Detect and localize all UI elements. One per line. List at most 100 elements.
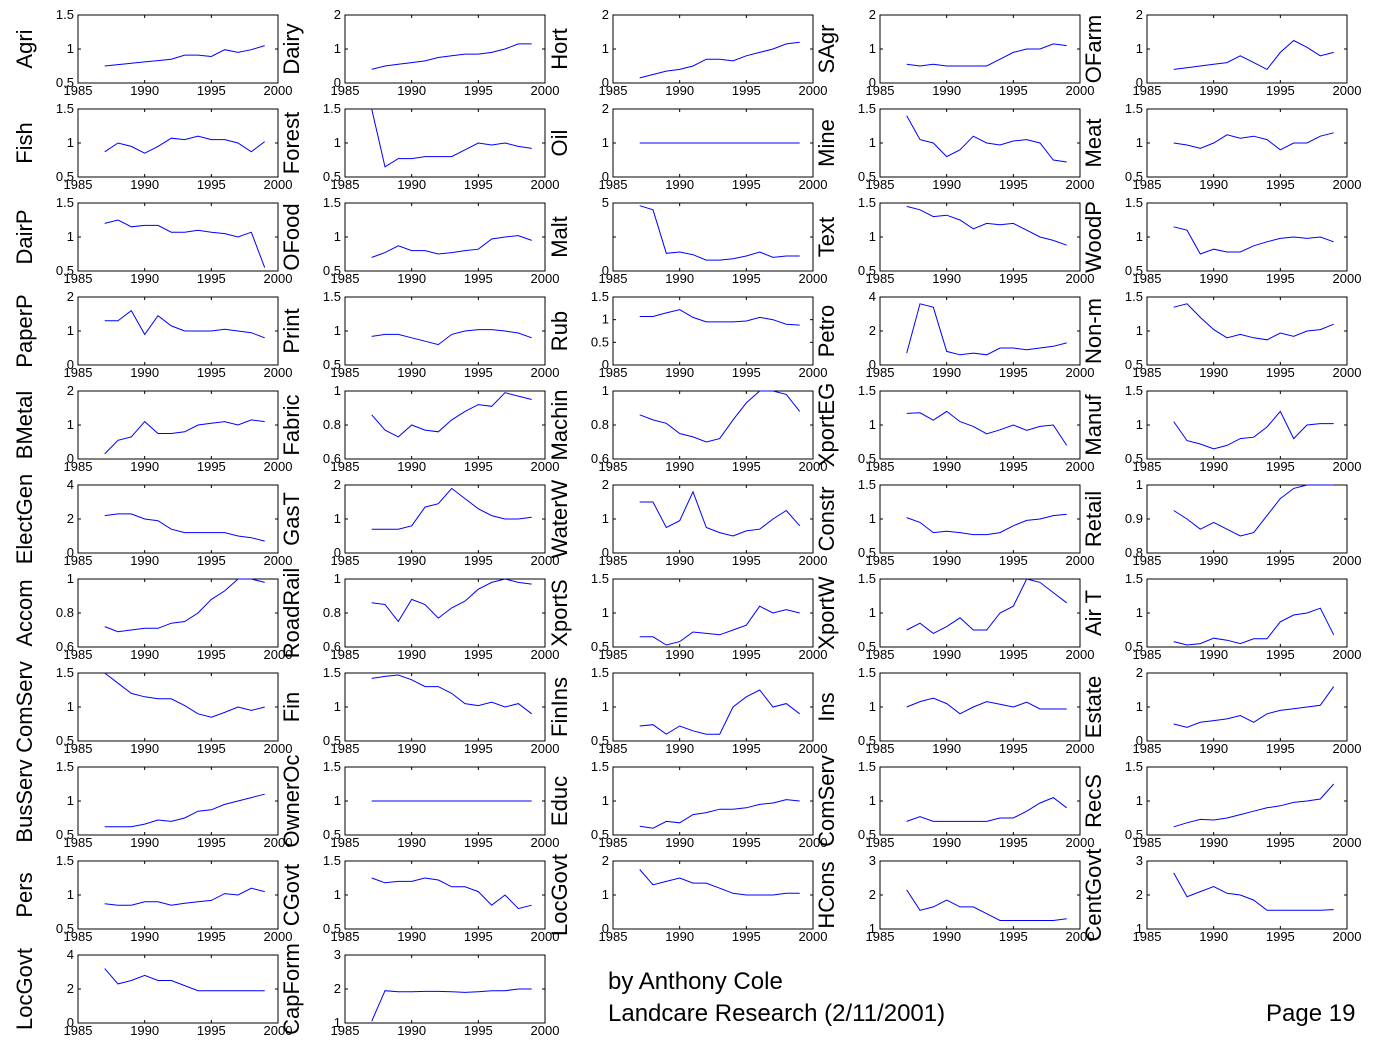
panel-46: 1985 1990 1995 2000 0.5 1 1.5 Pers [12, 853, 292, 944]
series-line [104, 793, 265, 828]
axes-box [344, 296, 546, 366]
x-tick-label: 1985 [866, 553, 895, 568]
panel-7: 1985 1990 1995 2000 0.5 1 1.5 Forest [279, 101, 559, 192]
x-tick-label: 2000 [1066, 741, 1095, 756]
axes-box [879, 766, 1081, 836]
x-tick-label: 1990 [932, 459, 961, 474]
x-tick-label: 2000 [1333, 647, 1362, 662]
x-tick-label: 2000 [799, 459, 828, 474]
x-tick-label: 1995 [999, 553, 1028, 568]
series-line [1173, 607, 1335, 646]
y-tick-label: 0 [67, 1015, 74, 1030]
y-tick-label: 0.8 [323, 605, 341, 620]
x-tick-label: 1990 [397, 459, 426, 474]
axes-box [1146, 578, 1348, 648]
x-tick-label: 2000 [264, 835, 293, 850]
panel-20: 1985 1990 1995 2000 0.5 1 1.5 Non-m [1081, 289, 1361, 380]
y-tick-label: 0.5 [1125, 451, 1143, 466]
x-tick-label: 1985 [599, 271, 628, 286]
y-tick-label: 1.5 [591, 571, 609, 586]
panel-25: 1985 1990 1995 2000 0.5 1 1.5 Manuf [1081, 383, 1361, 474]
y-tick-label: 2 [334, 7, 341, 22]
x-tick-label: 1985 [599, 365, 628, 380]
x-tick-label: 1990 [665, 177, 694, 192]
axes-box [612, 766, 814, 836]
x-tick-label: 1985 [599, 177, 628, 192]
x-tick-label: 1990 [1199, 647, 1228, 662]
axes-box [77, 766, 279, 836]
axes-box [612, 390, 814, 460]
y-tick-label: 0.5 [591, 733, 609, 748]
panel-29: 1985 1990 1995 2000 0.5 1 1.5 Constr [814, 477, 1094, 568]
x-tick-label: 1995 [197, 271, 226, 286]
panel-28: 1985 1990 1995 2000 0 1 2 WaterW [547, 477, 827, 568]
y-axis-label: DairP [12, 209, 37, 264]
x-tick-label: 1990 [130, 835, 159, 850]
y-tick-label: 1 [67, 699, 74, 714]
panel-37: 1985 1990 1995 2000 0.5 1 1.5 Fin [279, 665, 559, 756]
y-tick-label: 3 [334, 947, 341, 962]
x-tick-label: 1995 [197, 553, 226, 568]
x-tick-label: 1985 [331, 835, 360, 850]
y-axis-label: WoodP [1081, 201, 1106, 273]
x-tick-label: 1990 [665, 741, 694, 756]
panel-12: 1985 1990 1995 2000 0.5 1 1.5 OFood [279, 195, 559, 286]
series-line [104, 309, 265, 339]
x-tick-label: 1985 [64, 929, 93, 944]
panel-8: 1985 1990 1995 2000 0 1 2 Oil [547, 101, 827, 192]
x-tick-label: 1995 [999, 647, 1028, 662]
x-tick-label: 1990 [1199, 83, 1228, 98]
y-axis-label: FinIns [547, 677, 572, 737]
x-tick-label: 1995 [464, 1023, 493, 1038]
axes-box [612, 296, 814, 366]
y-axis-label: Text [814, 217, 839, 257]
x-tick-label: 2000 [264, 83, 293, 98]
x-tick-label: 1995 [197, 365, 226, 380]
axes-box [1146, 390, 1348, 460]
y-axis-label: Ins [814, 692, 839, 721]
x-tick-label: 1995 [1266, 835, 1295, 850]
x-tick-label: 1985 [866, 83, 895, 98]
x-tick-label: 1995 [999, 177, 1028, 192]
panel-33: 1985 1990 1995 2000 0.5 1 1.5 XportS [547, 571, 827, 662]
x-tick-label: 1990 [397, 1023, 426, 1038]
series-line [371, 988, 532, 1022]
x-tick-label: 1990 [932, 365, 961, 380]
y-axis-label: Air T [1081, 590, 1106, 636]
y-axis-label: CapForm [279, 943, 304, 1035]
y-tick-label: 3 [869, 853, 876, 868]
y-axis-label: Print [279, 308, 304, 353]
panel-52: 1985 1990 1995 2000 1 2 3 CapForm [279, 943, 559, 1038]
x-tick-label: 2000 [1066, 835, 1095, 850]
y-axis-label: XportS [547, 579, 572, 646]
x-tick-label: 1995 [464, 647, 493, 662]
y-tick-label: 1 [334, 323, 341, 338]
y-tick-label: 0.5 [858, 545, 876, 560]
x-tick-label: 1990 [665, 835, 694, 850]
panel-10: 1985 1990 1995 2000 0.5 1 1.5 Meat [1081, 101, 1361, 192]
panel-45: 1985 1990 1995 2000 0.5 1 1.5 RecS [1081, 759, 1361, 850]
x-tick-label: 1990 [397, 177, 426, 192]
x-tick-label: 1985 [866, 929, 895, 944]
y-tick-label: 0.5 [323, 169, 341, 184]
y-tick-label: 0.5 [1125, 169, 1143, 184]
y-tick-label: 2 [67, 511, 74, 526]
x-tick-label: 1985 [1133, 271, 1162, 286]
y-axis-label: ComServ [12, 661, 37, 753]
y-tick-label: 0.5 [56, 733, 74, 748]
series-line [639, 309, 800, 326]
y-tick-label: 1.5 [858, 195, 876, 210]
x-tick-label: 2000 [531, 365, 560, 380]
y-tick-label: 5 [602, 195, 609, 210]
x-tick-label: 1985 [1133, 365, 1162, 380]
x-tick-label: 1990 [665, 459, 694, 474]
x-tick-label: 1990 [665, 271, 694, 286]
series-line [639, 869, 800, 896]
y-tick-label: 1 [334, 1015, 341, 1030]
x-tick-label: 2000 [1333, 459, 1362, 474]
y-tick-label: 0.6 [56, 639, 74, 654]
x-tick-label: 1995 [464, 83, 493, 98]
y-tick-label: 2 [602, 7, 609, 22]
y-tick-label: 4 [67, 477, 74, 492]
y-tick-label: 0.8 [323, 417, 341, 432]
